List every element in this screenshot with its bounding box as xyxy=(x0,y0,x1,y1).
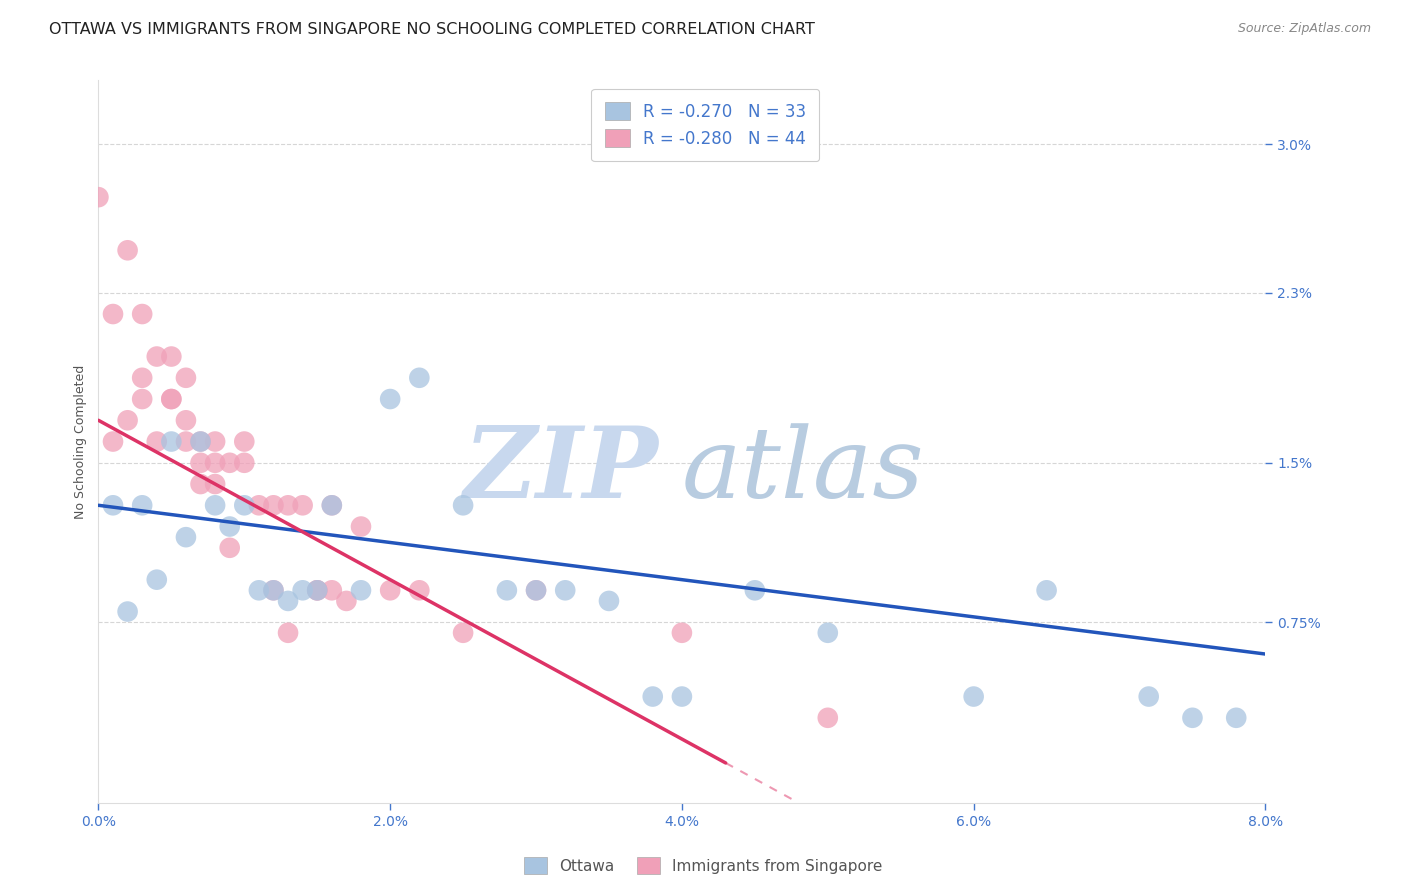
Point xyxy=(131,371,153,385)
Point xyxy=(247,498,270,512)
Point xyxy=(1181,711,1204,725)
Point xyxy=(233,498,256,512)
Point xyxy=(190,434,212,449)
Point xyxy=(291,583,314,598)
Point xyxy=(233,434,256,449)
Point xyxy=(146,573,169,587)
Point xyxy=(131,307,153,321)
Point xyxy=(160,350,183,364)
Point xyxy=(307,583,329,598)
Point xyxy=(1225,711,1247,725)
Point xyxy=(174,434,197,449)
Point xyxy=(671,625,693,640)
Point xyxy=(262,583,284,598)
Point xyxy=(204,456,226,470)
Point xyxy=(408,583,430,598)
Point xyxy=(204,498,226,512)
Point xyxy=(554,583,576,598)
Point xyxy=(408,371,430,385)
Point xyxy=(817,711,839,725)
Point xyxy=(146,434,169,449)
Point xyxy=(817,625,839,640)
Point xyxy=(380,583,402,598)
Point xyxy=(524,583,547,598)
Point xyxy=(87,190,110,204)
Point xyxy=(174,530,197,544)
Point xyxy=(744,583,766,598)
Legend: Ottawa, Immigrants from Singapore: Ottawa, Immigrants from Singapore xyxy=(517,851,889,880)
Point xyxy=(101,434,124,449)
Point xyxy=(131,498,153,512)
Point xyxy=(598,594,620,608)
Point xyxy=(117,605,139,619)
Point xyxy=(233,456,256,470)
Point xyxy=(117,244,139,258)
Point xyxy=(174,413,197,427)
Point xyxy=(277,625,299,640)
Text: atlas: atlas xyxy=(682,423,925,518)
Point xyxy=(146,350,169,364)
Point xyxy=(101,307,124,321)
Point xyxy=(218,519,240,533)
Point xyxy=(307,583,329,598)
Point xyxy=(524,583,547,598)
Point xyxy=(1137,690,1160,704)
Point xyxy=(101,498,124,512)
Point xyxy=(380,392,402,406)
Point xyxy=(218,541,240,555)
Point xyxy=(262,583,284,598)
Point xyxy=(190,477,212,491)
Point xyxy=(496,583,519,598)
Point xyxy=(160,434,183,449)
Point xyxy=(204,434,226,449)
Point xyxy=(321,498,343,512)
Point xyxy=(262,498,284,512)
Point xyxy=(131,392,153,406)
Point xyxy=(160,392,183,406)
Point xyxy=(451,498,474,512)
Point xyxy=(335,594,357,608)
Point xyxy=(321,583,343,598)
Point xyxy=(451,625,474,640)
Point xyxy=(1035,583,1057,598)
Point xyxy=(117,413,139,427)
Point xyxy=(350,519,373,533)
Text: Source: ZipAtlas.com: Source: ZipAtlas.com xyxy=(1237,22,1371,36)
Text: OTTAWA VS IMMIGRANTS FROM SINGAPORE NO SCHOOLING COMPLETED CORRELATION CHART: OTTAWA VS IMMIGRANTS FROM SINGAPORE NO S… xyxy=(49,22,815,37)
Legend: R = -0.270   N = 33, R = -0.280   N = 44: R = -0.270 N = 33, R = -0.280 N = 44 xyxy=(591,88,820,161)
Point xyxy=(190,456,212,470)
Point xyxy=(307,583,329,598)
Point xyxy=(160,392,183,406)
Point xyxy=(218,456,240,470)
Point xyxy=(204,477,226,491)
Point xyxy=(174,371,197,385)
Point xyxy=(190,434,212,449)
Text: ZIP: ZIP xyxy=(464,422,658,518)
Y-axis label: No Schooling Completed: No Schooling Completed xyxy=(75,365,87,518)
Point xyxy=(641,690,664,704)
Point xyxy=(671,690,693,704)
Point xyxy=(277,498,299,512)
Point xyxy=(277,594,299,608)
Point xyxy=(350,583,373,598)
Point xyxy=(247,583,270,598)
Point xyxy=(962,690,984,704)
Point xyxy=(291,498,314,512)
Point xyxy=(321,498,343,512)
